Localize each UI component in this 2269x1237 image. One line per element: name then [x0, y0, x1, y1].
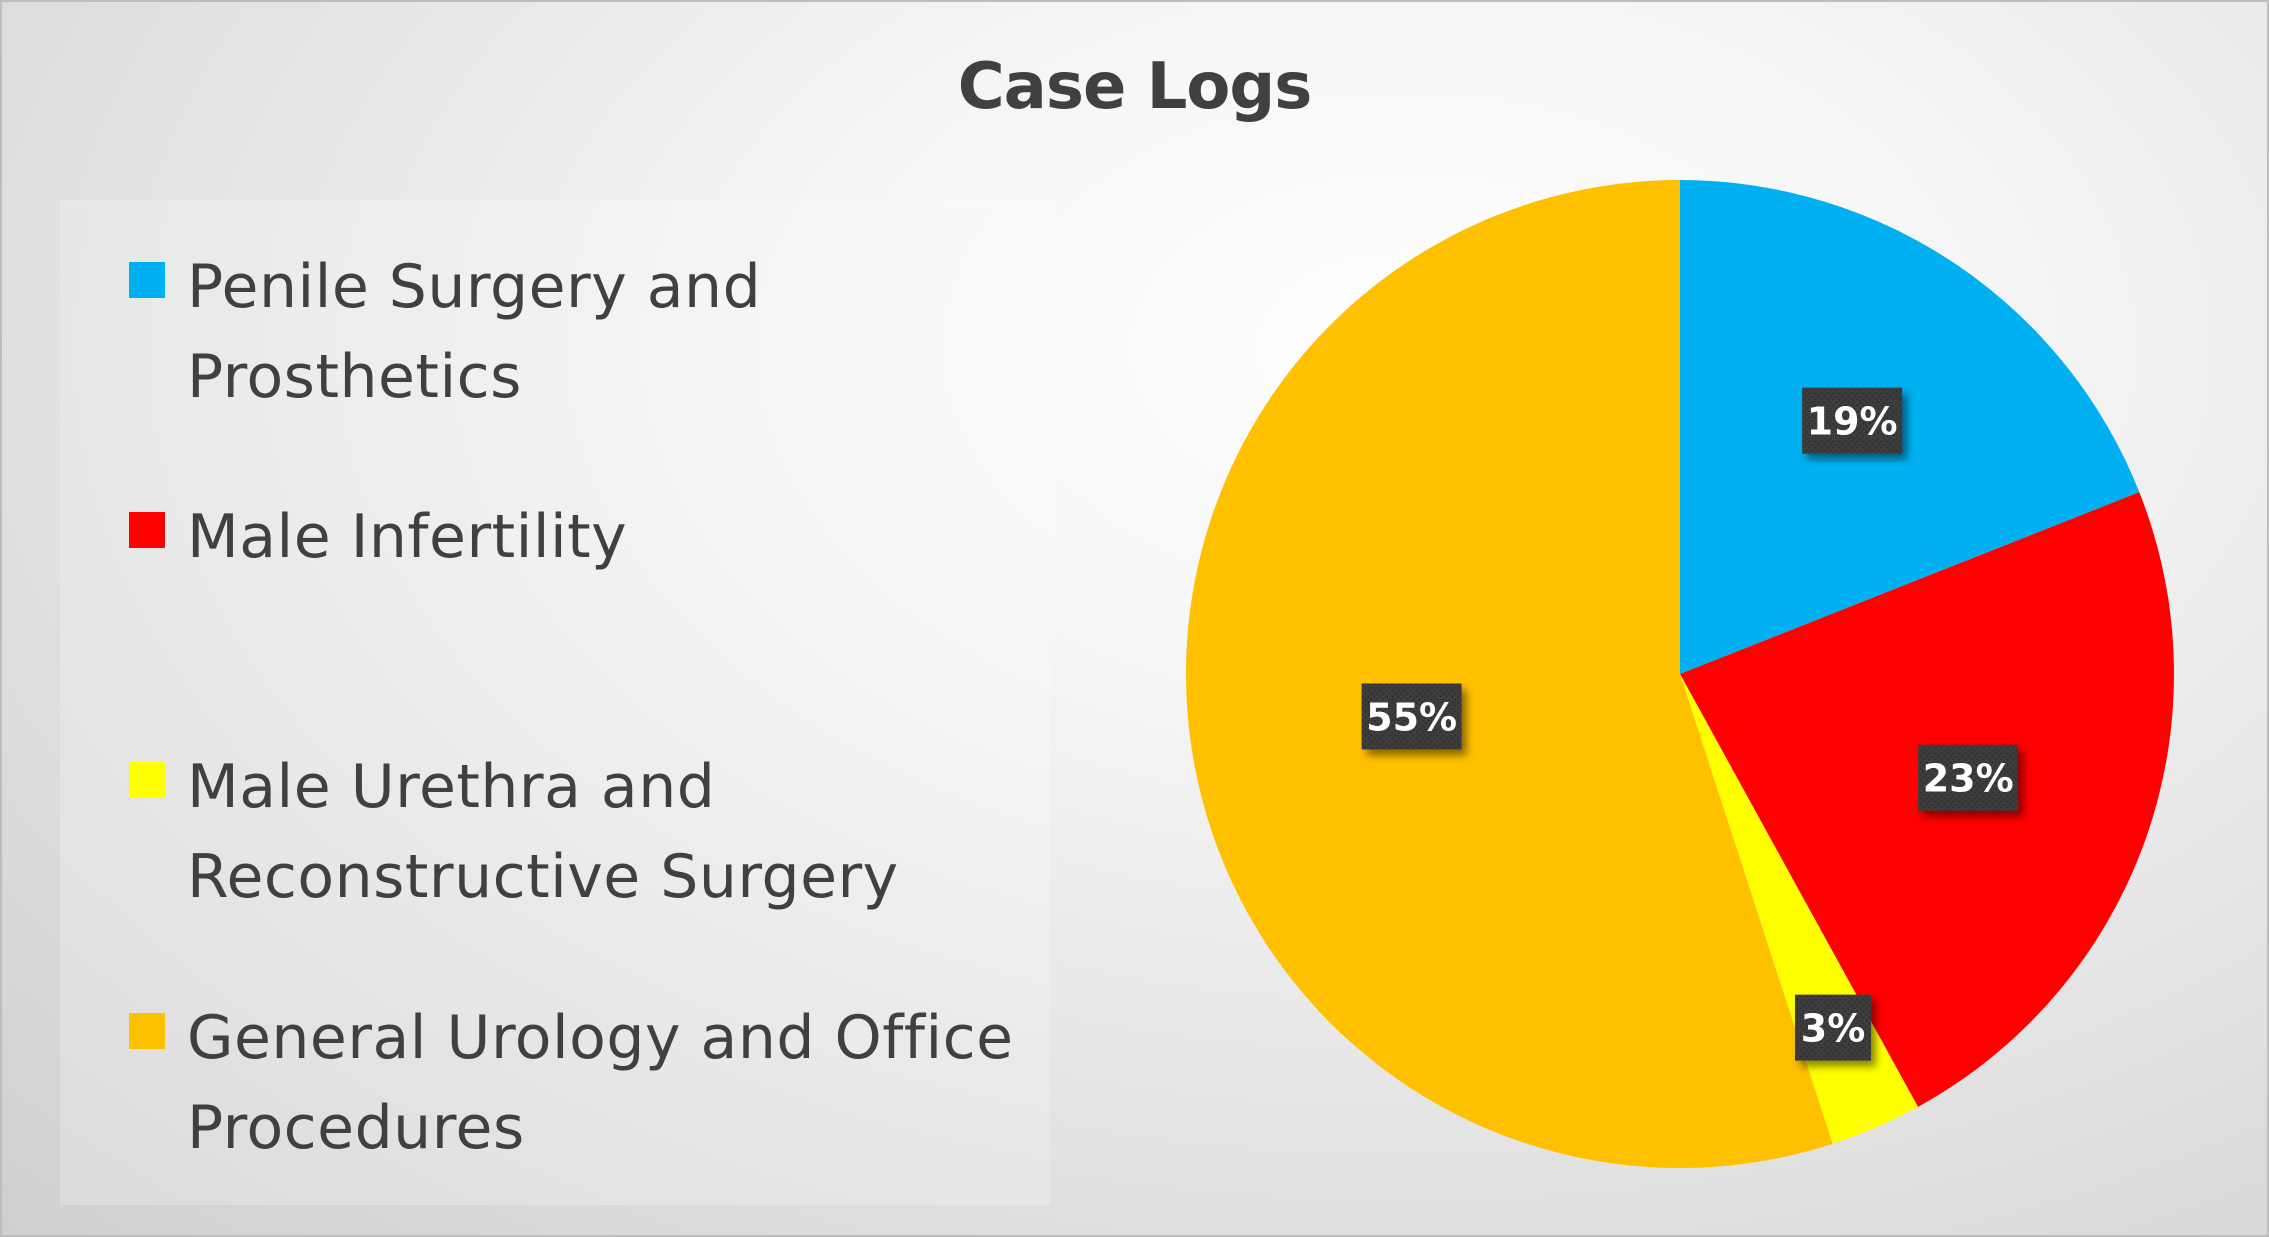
pie-data-labels: 19% 23% 3% 55% — [1361, 387, 2019, 1061]
data-label-urethra: 3% — [1795, 994, 1872, 1061]
legend-label-penile: Penile Surgery and Prosthetics — [187, 252, 762, 412]
data-label-general: 55% — [1361, 683, 1462, 750]
pie-slices — [1186, 180, 2175, 1168]
data-label-text-penile: 19% — [1807, 400, 1898, 444]
data-label-box-general — [1361, 683, 1462, 750]
pie-slice-general — [1186, 180, 1833, 1168]
chart-title: Case Logs — [957, 50, 1313, 124]
legend-swatch-penile — [129, 262, 165, 298]
data-label-box-penile — [1802, 387, 1903, 454]
legend-swatch-general — [129, 1013, 165, 1049]
legend-label-infertility: Male Infertility — [187, 502, 628, 572]
legend-swatch-urethra — [129, 762, 165, 798]
legend: Penile Surgery and Prosthetics Male Infe… — [61, 201, 1049, 1204]
pie-slice-penile — [1680, 180, 2140, 674]
data-label-penile: 19% — [1802, 387, 1903, 454]
legend-label-general: General Urology and Office Procedures — [187, 1003, 1014, 1163]
data-label-infertility: 23% — [1918, 744, 2019, 811]
data-label-text-urethra: 3% — [1801, 1007, 1866, 1051]
data-label-box-infertility — [1918, 744, 2019, 811]
legend-label-urethra: Male Urethra and Reconstructive Surgery — [187, 752, 899, 912]
legend-swatch-infertility — [129, 512, 165, 548]
data-label-text-general: 55% — [1366, 696, 1457, 740]
data-label-box-urethra — [1795, 994, 1872, 1061]
data-label-text-infertility: 23% — [1923, 757, 2014, 801]
